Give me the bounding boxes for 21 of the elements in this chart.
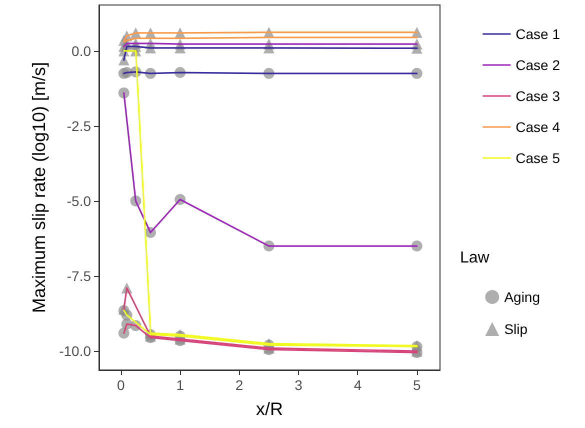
y-axis-title: Maximum slip rate (log10) [m/s] <box>29 62 50 314</box>
x-axis-title: x/R <box>256 399 283 419</box>
legend-label: Case 2 <box>516 57 560 73</box>
x-tick-label: 0 <box>117 377 126 393</box>
y-tick-label: 0.0 <box>72 42 92 59</box>
legend-label: Slip <box>504 321 528 337</box>
legend-label: Case 1 <box>516 26 560 42</box>
x-tick-label: 1 <box>176 377 184 393</box>
y-tick-label: -2.5 <box>66 118 92 134</box>
y-tick-label: -10.0 <box>59 343 92 360</box>
x-tick-label: 3 <box>294 377 303 393</box>
x-tick-label: 2 <box>235 377 244 393</box>
legend-label: Case 3 <box>516 88 560 104</box>
x-tick-label: 5 <box>413 377 422 393</box>
legend-title: Law <box>460 250 490 266</box>
y-tick-label: -7.5 <box>66 268 92 284</box>
y-tick-label: -5.0 <box>66 193 92 210</box>
x-tick-label: 4 <box>354 377 362 393</box>
legend-label: Case 4 <box>516 119 560 135</box>
legend-label: Aging <box>504 289 540 305</box>
legend-label: Case 5 <box>516 150 560 166</box>
